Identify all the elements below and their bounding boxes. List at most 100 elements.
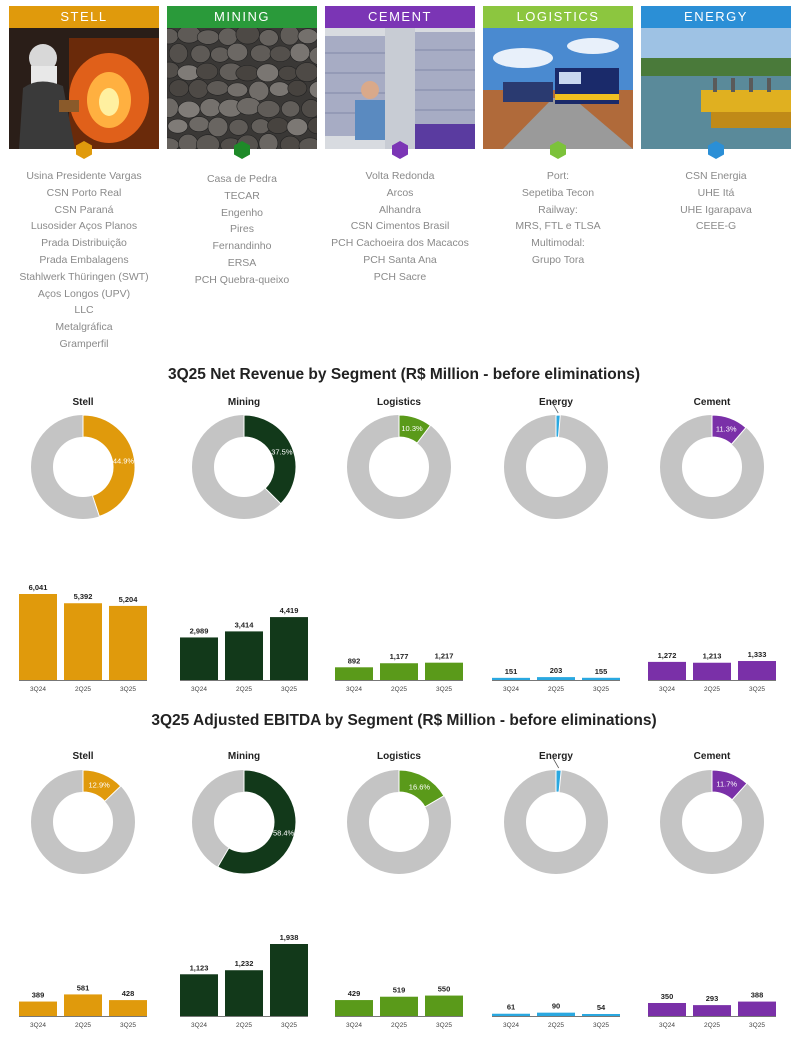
steel-unit-item: Lusosider Aços Planos [30, 220, 138, 233]
bar [180, 637, 218, 680]
steel-unit-item: CSN Paraná [54, 203, 114, 216]
bar-value-label: 54 [597, 1003, 606, 1012]
bar [180, 974, 218, 1016]
steel-unit-item: Prada Distribuição [41, 237, 127, 250]
bar-category-label: 3Q25 [281, 1022, 297, 1029]
donut-title: Cement [693, 751, 731, 762]
segment-header-mining: MINING [167, 6, 317, 28]
bar-value-label: 1,217 [435, 652, 454, 661]
mining-unit-item: ERSA [227, 256, 257, 269]
bar-category-label: 2Q25 [548, 1022, 564, 1029]
donut-slice [82, 769, 122, 803]
bar-value-label: 293 [706, 994, 719, 1003]
bar-value-label: 5,392 [74, 592, 93, 601]
bar-value-label: 429 [348, 989, 361, 998]
bar-category-label: 3Q24 [191, 686, 207, 693]
donut-chart: 58.4% [192, 769, 297, 875]
bar [19, 594, 57, 680]
steel-unit-item: Stahlwerk Thüringen (SWT) [19, 270, 149, 283]
bar [64, 603, 102, 680]
bar-value-label: 1,213 [703, 652, 722, 661]
bar-category-label: 3Q24 [503, 686, 519, 693]
mining-unit-item: PCH Quebra-queixo [194, 273, 290, 286]
bar [582, 1013, 620, 1016]
donut-percent-label: 12.9% [89, 780, 111, 789]
cement-unit-item: Volta Redonda [365, 170, 435, 182]
bar-value-label: 61 [507, 1003, 515, 1012]
donut-chart: 11.7% [660, 769, 764, 874]
logistics-unit-item: Sepetiba Tecon [521, 186, 595, 199]
energy-unit-item: UHE Igarapava [680, 203, 752, 216]
donut-chart: 37.5% [192, 414, 297, 519]
bar-category-label: 3Q24 [346, 1022, 362, 1029]
bar-chart: 1,123 3Q24 1,232 2Q25 1,938 3Q25 [180, 933, 308, 1029]
mining-unit-item: TECAR [224, 189, 260, 202]
energy-hexagon-icon [708, 141, 724, 159]
revenue-section-title: 3Q25 Net Revenue by Segment (R$ Million … [168, 366, 640, 383]
donut-slice [217, 769, 297, 875]
steel-units-list: Usina Presidente Vargas CSN Porto Real CSN… [4, 168, 164, 353]
energy-unit-item: CSN Energia [685, 170, 747, 182]
donut-leader-line [551, 402, 559, 414]
logistics-photo [483, 28, 633, 149]
donut-slice [711, 414, 747, 445]
bar-chart: 2,989 3Q24 3,414 2Q25 4,419 3Q25 [180, 606, 308, 693]
bar-category-label: 3Q24 [30, 686, 46, 693]
energy-photo [641, 28, 791, 149]
donut-title: Cement [693, 397, 731, 408]
steel-unit-item: LLC [74, 304, 94, 317]
donut-title: Logistics [377, 751, 421, 762]
donut-leader-line [551, 757, 560, 769]
donut-title: Stell [72, 397, 94, 408]
bar-value-label: 550 [438, 985, 451, 994]
steel-hexagon-icon [76, 141, 92, 159]
logistics-unit-item: Multimodal: [531, 237, 585, 250]
bar-category-label: 3Q24 [346, 686, 362, 693]
donut-title: Mining [227, 397, 261, 408]
cement-unit-item: PCH Cachoeira dos Macacos [331, 237, 469, 250]
bar-category-label: 2Q25 [391, 1022, 407, 1029]
bar-value-label: 4,419 [280, 606, 299, 615]
bar [380, 663, 418, 680]
mining-unit-item: Fernandinho [212, 240, 272, 253]
bar-chart: 389 3Q24 581 2Q25 428 3Q25 [19, 983, 147, 1029]
bar [109, 1000, 147, 1016]
steel-unit-item: Prada Embalagens [39, 253, 129, 266]
bar-value-label: 151 [505, 667, 518, 676]
bar [537, 677, 575, 680]
bar-chart: 6,041 3Q24 5,392 2Q25 5,204 3Q25 [19, 583, 147, 693]
cement-units-list: Volta Redonda Arcos Alhandra CSN Cimentos B… [320, 168, 480, 286]
bar [64, 994, 102, 1016]
bar-category-label: 3Q24 [30, 1022, 46, 1029]
bar-chart: 429 3Q24 519 2Q25 550 3Q25 [335, 985, 463, 1029]
bar [270, 617, 308, 680]
bar [582, 677, 620, 680]
logistics-units-list: Port: Sepetiba Tecon Railway: MRS, FTL e TL… [483, 168, 633, 269]
bar [738, 1001, 776, 1016]
donut-title: Energy [539, 397, 573, 408]
bar-category-label: 3Q25 [593, 1022, 609, 1029]
bar [225, 970, 263, 1016]
bar-category-label: 3Q25 [436, 1022, 452, 1029]
donut-slice [555, 414, 561, 438]
bar-value-label: 1,938 [280, 933, 299, 942]
bar-value-label: 581 [77, 983, 90, 992]
donut-remainder [347, 415, 451, 519]
donut-percent-label: 58.4% [273, 829, 295, 838]
bar-category-label: 3Q25 [120, 686, 136, 693]
bar-value-label: 6,041 [29, 583, 48, 592]
bar-chart: 151 3Q24 203 2Q25 155 3Q25 [492, 666, 620, 693]
donut-slice [711, 769, 748, 801]
bar-chart: 350 3Q24 293 2Q25 388 3Q25 [648, 991, 776, 1029]
mining-units-list: Casa de Pedra TECAR Engenho Pires Fernandinh… [167, 171, 317, 289]
donut-slice [82, 414, 136, 517]
bar-category-label: 3Q24 [659, 1022, 675, 1029]
segment-header-steel: STELL [9, 6, 159, 28]
segment-header-cement: CEMENT [325, 6, 475, 28]
bar [380, 996, 418, 1016]
bar-category-label: 3Q25 [593, 686, 609, 693]
donut-chart: 11.3% [660, 414, 764, 519]
logistics-hexagon-icon [550, 141, 566, 159]
bar-chart: 1,272 3Q24 1,213 2Q25 1,333 3Q25 [648, 650, 776, 693]
bar-value-label: 1,333 [748, 650, 767, 659]
